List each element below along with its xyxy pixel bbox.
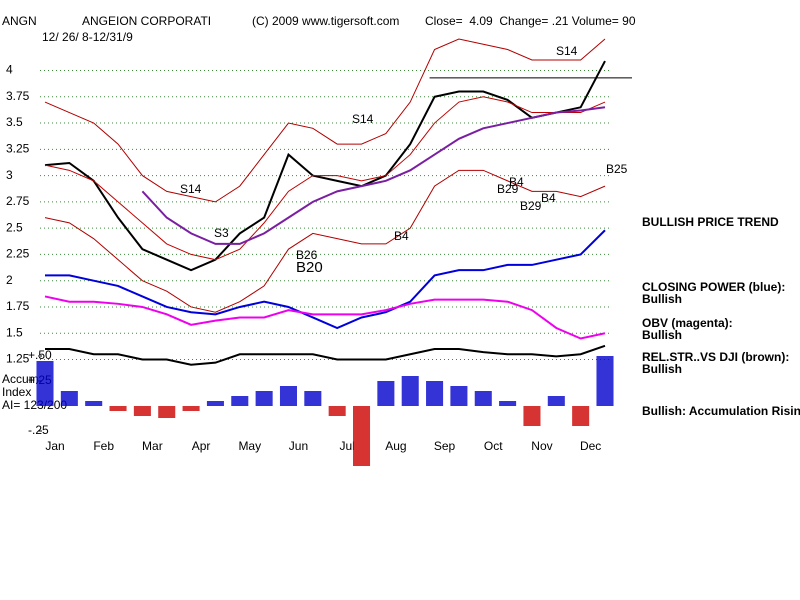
accum-bar	[353, 406, 371, 466]
accum-bar	[328, 406, 346, 416]
series-line	[141, 106, 606, 245]
accum-label: AI= 123/200	[2, 398, 67, 412]
signal-label: B29	[497, 182, 519, 196]
x-tick-label: Aug	[385, 439, 406, 453]
accum-bar	[523, 406, 541, 426]
x-tick-label: Apr	[192, 439, 211, 453]
y-tick-label: 1.5	[6, 325, 23, 339]
signal-label: B4	[541, 191, 556, 205]
signal-label: S14	[556, 44, 578, 58]
copyright: (C) 2009 www.tigersoft.com	[252, 14, 399, 28]
signal-label: S3	[214, 226, 229, 240]
signal-label: B26	[296, 248, 318, 262]
side-label: REL.STR..VS DJI (brown):	[642, 350, 789, 364]
side-label: Bullish: Accumulation Rising	[642, 404, 800, 418]
series-line	[44, 295, 606, 340]
accum-bar	[36, 361, 54, 406]
accum-bar	[60, 391, 78, 406]
side-label: CLOSING POWER (blue):	[642, 280, 785, 294]
x-tick-label: Dec	[580, 439, 601, 453]
y-tick-label: 2	[6, 273, 13, 287]
accum-bar	[547, 396, 565, 406]
accum-bar	[450, 386, 468, 406]
side-label: Bullish	[642, 292, 682, 306]
accum-bar	[206, 401, 224, 406]
symbol: ANGN	[2, 14, 37, 28]
accum-bar	[474, 391, 492, 406]
x-tick-label: Nov	[531, 439, 552, 453]
y-tick-label: 2.5	[6, 220, 23, 234]
accum-bar	[377, 381, 395, 406]
series-line	[44, 60, 606, 272]
signal-label: B4	[509, 175, 524, 189]
accum-bar	[255, 391, 273, 406]
signal-label: B29	[520, 199, 542, 213]
x-tick-label: Oct	[484, 439, 503, 453]
quote: Close= 4.09 Change= .21 Volume= 90	[425, 14, 636, 28]
x-tick-label: Jul	[340, 439, 355, 453]
y-tick-label: 3.25	[6, 141, 30, 155]
accum-bar	[572, 406, 590, 426]
side-label: BULLISH PRICE TREND	[642, 215, 779, 229]
x-tick-label: Feb	[93, 439, 114, 453]
series-line	[44, 38, 606, 203]
accum-bar	[304, 391, 322, 406]
signal-label: S14	[180, 182, 202, 196]
y-tick-label: 3	[6, 168, 13, 182]
x-tick-label: Jun	[289, 439, 308, 453]
x-tick-label: Jan	[45, 439, 64, 453]
y-tick-label: 1.25	[6, 352, 30, 366]
y-tick-label: 2.75	[6, 194, 30, 208]
accum-bar	[182, 406, 200, 411]
company: ANGEION CORPORATI	[82, 14, 211, 28]
y-tick-label: 1.75	[6, 299, 30, 313]
y-tick-label: 4	[6, 63, 13, 77]
signal-label: S14	[352, 112, 374, 126]
accum-bar	[231, 396, 249, 406]
y-tick-label: +.50	[28, 348, 52, 362]
accum-bar	[426, 381, 444, 406]
accum-bar	[401, 376, 419, 406]
signal-label: B4	[394, 229, 409, 243]
accum-bar	[279, 386, 297, 406]
signal-label: B20	[296, 259, 323, 276]
series-line	[44, 96, 606, 261]
accum-bar	[85, 401, 103, 406]
y-tick-label: 2.25	[6, 247, 30, 261]
signal-label: B25	[606, 162, 628, 176]
y-tick-label: -.25	[28, 423, 49, 437]
series-line	[45, 229, 606, 330]
accum-bar	[133, 406, 151, 416]
side-label: OBV (magenta):	[642, 316, 733, 330]
side-label: Bullish	[642, 328, 682, 342]
accum-label: Accum	[2, 372, 39, 386]
accum-bar	[596, 356, 614, 406]
x-tick-label: Sep	[434, 439, 456, 453]
accum-label: Index	[2, 385, 31, 399]
accum-bar	[499, 401, 517, 406]
accum-bar	[158, 406, 176, 418]
y-tick-label: 3.5	[6, 115, 23, 129]
side-label: Bullish	[642, 362, 682, 376]
accum-bar	[109, 406, 127, 411]
x-tick-label: May	[238, 439, 261, 453]
x-tick-label: Mar	[142, 439, 163, 453]
dates: 12/ 26/ 8-12/31/9	[42, 30, 133, 44]
series-line	[45, 344, 606, 366]
y-tick-label: 3.75	[6, 89, 30, 103]
series-line	[44, 169, 606, 313]
